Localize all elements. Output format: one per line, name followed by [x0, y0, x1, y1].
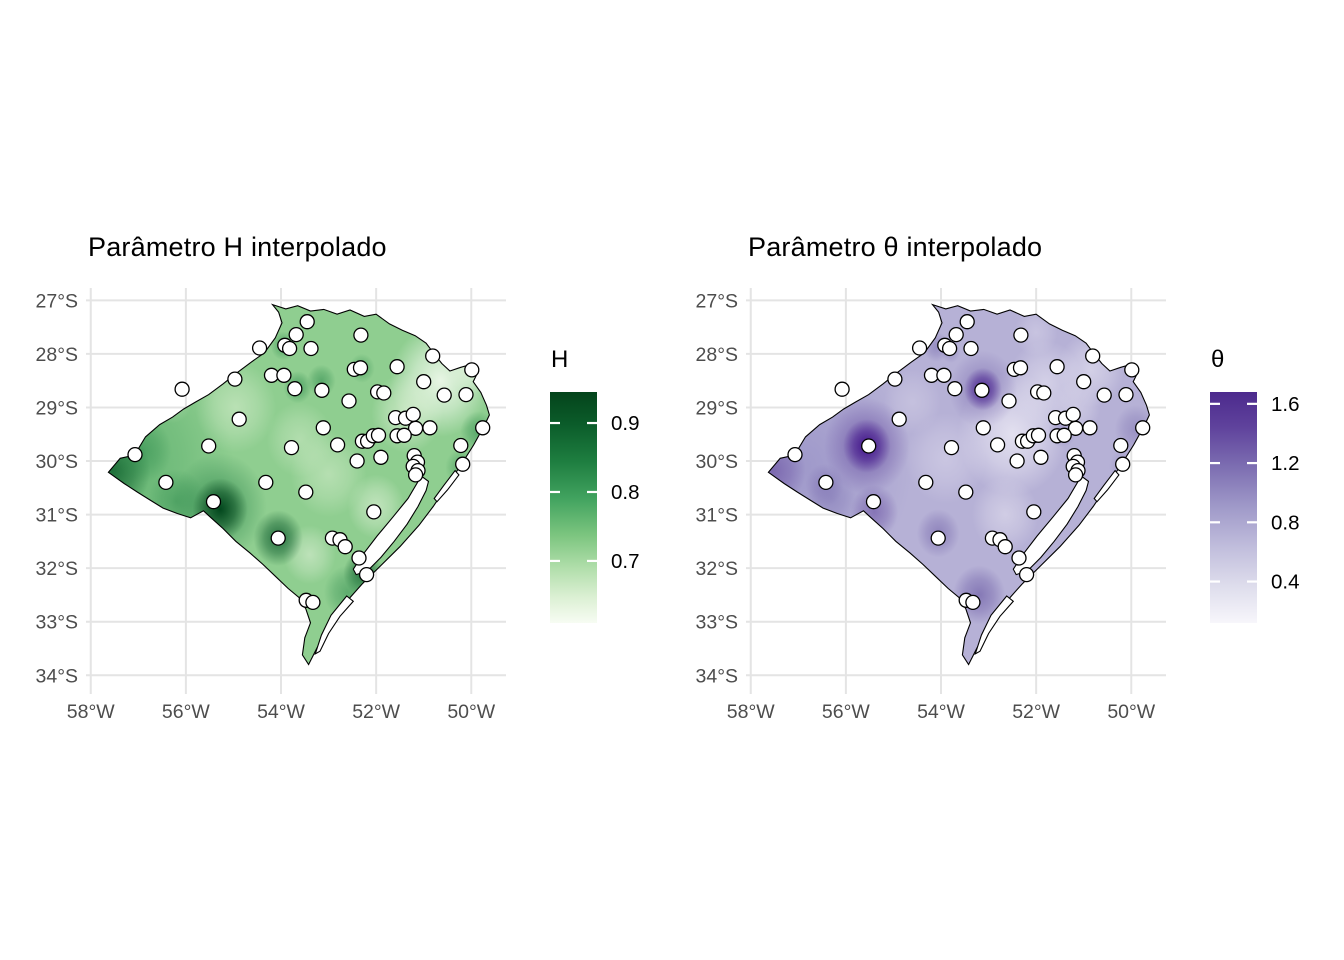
svg-text:52°W: 52°W [1012, 701, 1060, 723]
svg-text:58°W: 58°W [727, 701, 775, 723]
station-points [127, 314, 491, 611]
svg-text:32°S: 32°S [36, 558, 79, 580]
panel-h: Parâmetro H interpolado H 58°W 56°W 54°W 52… [0, 222, 684, 734]
svg-text:30°S: 30°S [36, 451, 79, 473]
panel-theta: Parâmetro θ interpolado θ 58°W 56°W 54°W 52… [660, 222, 1344, 734]
svg-text:0.9: 0.9 [611, 412, 640, 435]
lagoon [314, 595, 355, 655]
svg-text:54°W: 54°W [917, 701, 965, 723]
svg-text:50°W: 50°W [1107, 701, 1155, 723]
legend-title-theta: θ [1211, 346, 1225, 373]
lagoon [1093, 469, 1120, 503]
lagoon [974, 595, 1015, 655]
svg-text:0.4: 0.4 [1271, 571, 1300, 594]
colorbar-legend: 0.9 0.8 0.7 [550, 392, 640, 623]
svg-text:29°S: 29°S [36, 397, 79, 419]
state-outline [767, 303, 1150, 666]
svg-text:31°S: 31°S [36, 505, 79, 527]
svg-text:30°S: 30°S [696, 451, 739, 473]
state-outline [107, 303, 490, 666]
svg-text:56°W: 56°W [822, 701, 870, 723]
svg-text:56°W: 56°W [162, 701, 210, 723]
axis-labels: 58°W 56°W 54°W 52°W 50°W 27°S 28°S 29°S 30°S 31°S… [696, 290, 1156, 723]
svg-text:34°S: 34°S [696, 665, 739, 687]
svg-text:58°W: 58°W [67, 701, 115, 723]
svg-text:27°S: 27°S [36, 290, 79, 312]
svg-text:31°S: 31°S [696, 505, 739, 527]
colorbar-legend: 1.6 1.2 0.8 0.4 [1210, 392, 1300, 623]
svg-text:34°S: 34°S [36, 665, 79, 687]
svg-text:0.8: 0.8 [1271, 511, 1300, 534]
plot-title-h: Parâmetro H interpolado [88, 232, 387, 262]
svg-text:28°S: 28°S [696, 344, 739, 366]
svg-text:1.2: 1.2 [1271, 452, 1300, 475]
plot-title-theta: Parâmetro θ interpolado [748, 232, 1043, 262]
svg-text:33°S: 33°S [36, 612, 79, 634]
svg-text:50°W: 50°W [447, 701, 495, 723]
svg-text:28°S: 28°S [36, 344, 79, 366]
map-plot-theta: 58°W 56°W 54°W 52°W 50°W 27°S 28°S 29°S 30°S 31°S… [696, 288, 1300, 723]
legend-title-h: H [551, 346, 569, 373]
svg-text:1.6: 1.6 [1271, 393, 1300, 416]
svg-text:32°S: 32°S [696, 558, 739, 580]
lagoon [433, 469, 460, 503]
svg-text:33°S: 33°S [696, 612, 739, 634]
svg-text:27°S: 27°S [696, 290, 739, 312]
station-points [787, 314, 1151, 611]
map-plot-h: 58°W 56°W 54°W 52°W 50°W 27°S 28°S 29°S 30°S 31°S… [36, 288, 640, 723]
svg-text:0.8: 0.8 [611, 481, 640, 504]
svg-text:54°W: 54°W [257, 701, 305, 723]
svg-text:0.7: 0.7 [611, 550, 640, 573]
svg-text:29°S: 29°S [696, 397, 739, 419]
svg-text:52°W: 52°W [352, 701, 400, 723]
axis-labels: 58°W 56°W 54°W 52°W 50°W 27°S 28°S 29°S 30°S 31°S… [36, 290, 496, 723]
